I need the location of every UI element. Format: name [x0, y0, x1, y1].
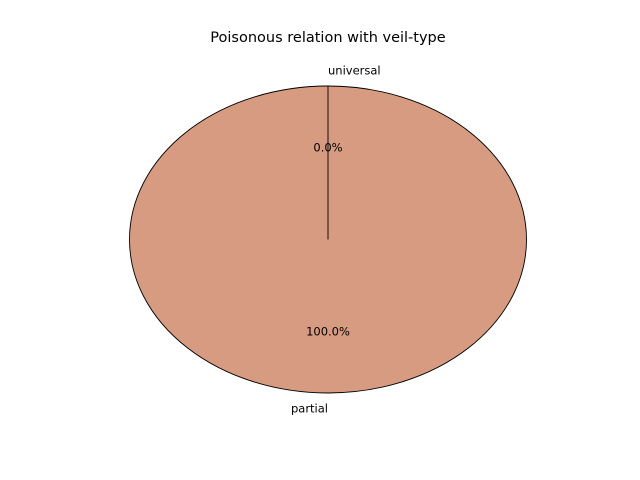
slice-pct-partial: 100.0%	[306, 325, 350, 339]
chart-title: Poisonous relation with veil-type	[210, 30, 445, 46]
pie-labels: partial 100.0% universal 0.0%	[291, 64, 381, 416]
slice-pct-universal: 0.0%	[313, 140, 342, 154]
slice-label-universal: universal	[328, 64, 381, 78]
slice-label-partial: partial	[291, 401, 328, 415]
pie-slices	[129, 85, 527, 394]
